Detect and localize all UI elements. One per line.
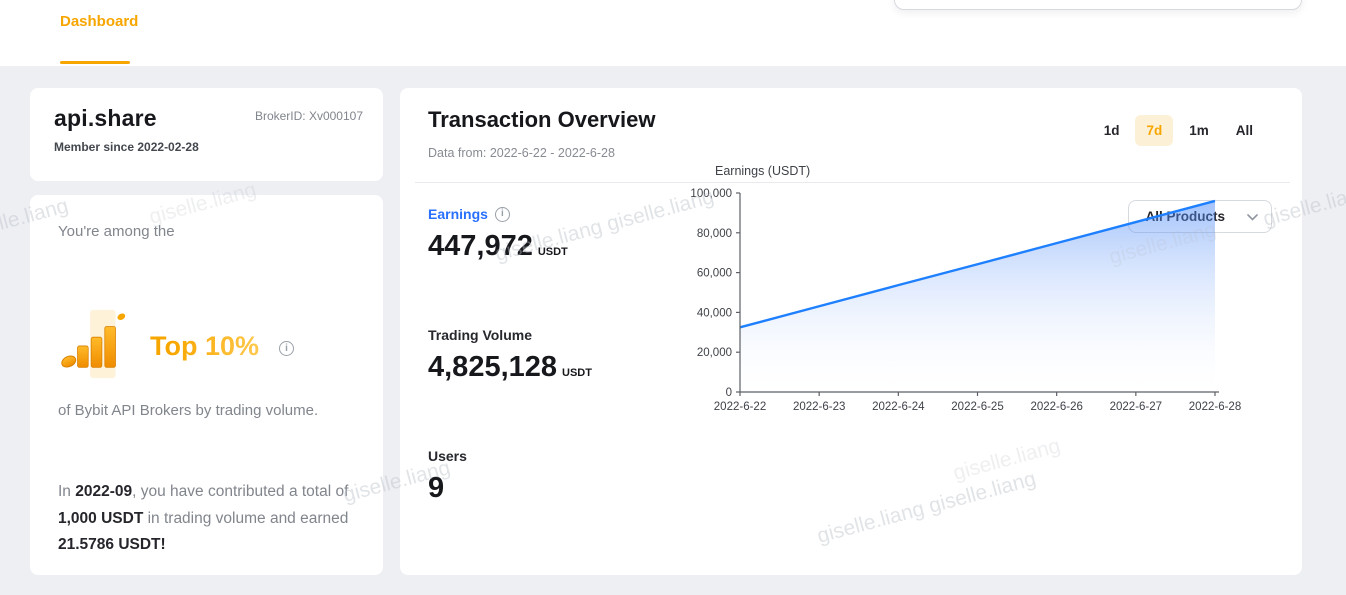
svg-text:2022-6-28: 2022-6-28 — [1189, 401, 1241, 413]
rank-description: of Bybit API Brokers by trading volume. — [58, 402, 319, 419]
overview-title: Transaction Overview — [428, 107, 656, 132]
card-divider — [415, 182, 1290, 183]
rank-percent-label: Top 10% — [150, 331, 260, 361]
stat-trading-volume: Trading Volume 4,825,128 USDT — [428, 327, 592, 384]
rank-info-icon[interactable]: i — [279, 341, 295, 356]
svg-text:100,000: 100,000 — [690, 188, 732, 200]
broker-id: BrokerID: Xv000107 — [254, 109, 363, 123]
left-column: api.share BrokerID: Xv000107 Member sinc… — [30, 88, 383, 575]
time-range-group: 1d 7d 1m All — [1093, 115, 1264, 146]
contribution-summary: In 2022-09, you have contributed a total… — [58, 483, 349, 553]
svg-text:2022-6-24: 2022-6-24 — [872, 401, 925, 413]
range-button-all[interactable]: All — [1225, 115, 1264, 146]
summary-volume: 1,000 USDT — [58, 509, 144, 527]
tab-dashboard[interactable]: Dashboard — [60, 13, 139, 30]
stats-column: Earnings i 447,972 USDT Trading Volume 4,… — [428, 206, 592, 569]
range-button-1d[interactable]: 1d — [1093, 115, 1131, 146]
rank-intro-text: You're among the — [58, 223, 175, 240]
summary-earned: 21.5786 USDT! — [58, 536, 166, 553]
rank-bars-icon — [60, 307, 134, 386]
svg-text:2022-6-25: 2022-6-25 — [951, 401, 1003, 413]
rank-card: You're among the — [30, 195, 383, 575]
summary-month: 2022-09 — [75, 483, 133, 500]
earnings-info-icon[interactable]: i — [494, 206, 510, 222]
svg-text:40,000: 40,000 — [697, 307, 732, 319]
trading-volume-label: Trading Volume — [428, 327, 532, 343]
search-input[interactable] — [894, 0, 1302, 10]
member-since: Member since 2022-02-28 — [54, 140, 199, 154]
chart-title: Earnings (USDT) — [715, 164, 811, 178]
rank-row: Top 10% i — [60, 307, 295, 386]
earnings-area-chart: 0 20,000 40,000 60,000 80,000 100,000 2022-6-2… — [676, 183, 1256, 426]
range-button-1m[interactable]: 1m — [1178, 115, 1220, 146]
earnings-label[interactable]: Earnings — [428, 206, 488, 222]
overview-date-range: Data from: 2022-6-22 - 2022-6-28 — [428, 146, 615, 160]
svg-text:2022-6-22: 2022-6-22 — [714, 401, 766, 413]
broker-name: api.share — [54, 105, 157, 131]
earnings-value: 447,972 USDT — [428, 230, 568, 262]
stat-earnings: Earnings i 447,972 USDT — [428, 206, 592, 263]
top-navigation-bar: Dashboard — [0, 0, 1346, 66]
trading-volume-value: 4,825,128 USDT — [428, 351, 592, 383]
earnings-unit: USDT — [537, 246, 568, 258]
active-tab-underline — [60, 61, 130, 64]
svg-text:2022-6-23: 2022-6-23 — [793, 401, 845, 413]
main-content: api.share BrokerID: Xv000107 Member sinc… — [30, 88, 1302, 575]
range-button-7d[interactable]: 7d — [1135, 115, 1174, 146]
earnings-chart: Earnings (USDT) 0 20,000 40,000 60,000 80,00… — [676, 164, 1256, 426]
stat-users: Users 9 — [428, 448, 592, 505]
svg-text:80,000: 80,000 — [697, 228, 732, 240]
broker-profile-card: api.share BrokerID: Xv000107 Member sinc… — [30, 88, 383, 181]
trading-volume-unit: USDT — [562, 367, 592, 379]
svg-text:2022-6-26: 2022-6-26 — [1030, 401, 1082, 413]
chevron-down-icon — [1247, 209, 1258, 224]
svg-text:20,000: 20,000 — [697, 347, 732, 359]
users-value: 9 — [428, 472, 445, 504]
svg-text:60,000: 60,000 — [697, 268, 732, 280]
users-label: Users — [428, 448, 467, 464]
svg-text:0: 0 — [726, 387, 732, 399]
transaction-overview-card: Transaction Overview Data from: 2022-6-2… — [400, 88, 1302, 575]
svg-text:2022-6-27: 2022-6-27 — [1110, 401, 1162, 413]
